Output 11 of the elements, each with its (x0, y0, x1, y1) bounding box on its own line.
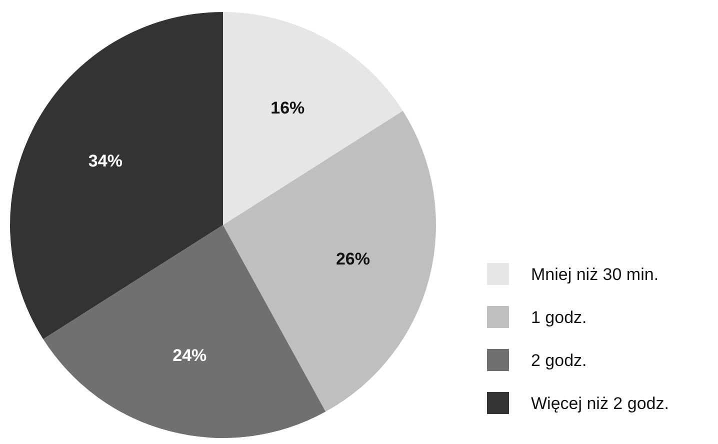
pie-slice (43, 225, 326, 438)
legend-label: 2 godz. (531, 350, 587, 370)
pie-slice (223, 12, 403, 225)
legend-label: Więcej niż 2 godz. (531, 394, 669, 413)
data-label: 34% (88, 151, 122, 170)
data-label: 16% (270, 98, 305, 118)
data-label: 24% (172, 346, 207, 365)
legend-label: 1 godz. (531, 308, 587, 327)
legend-label: Mniej niż 30 min. (531, 264, 659, 284)
pie-slice (10, 12, 223, 340)
data-label: 26% (336, 249, 370, 268)
